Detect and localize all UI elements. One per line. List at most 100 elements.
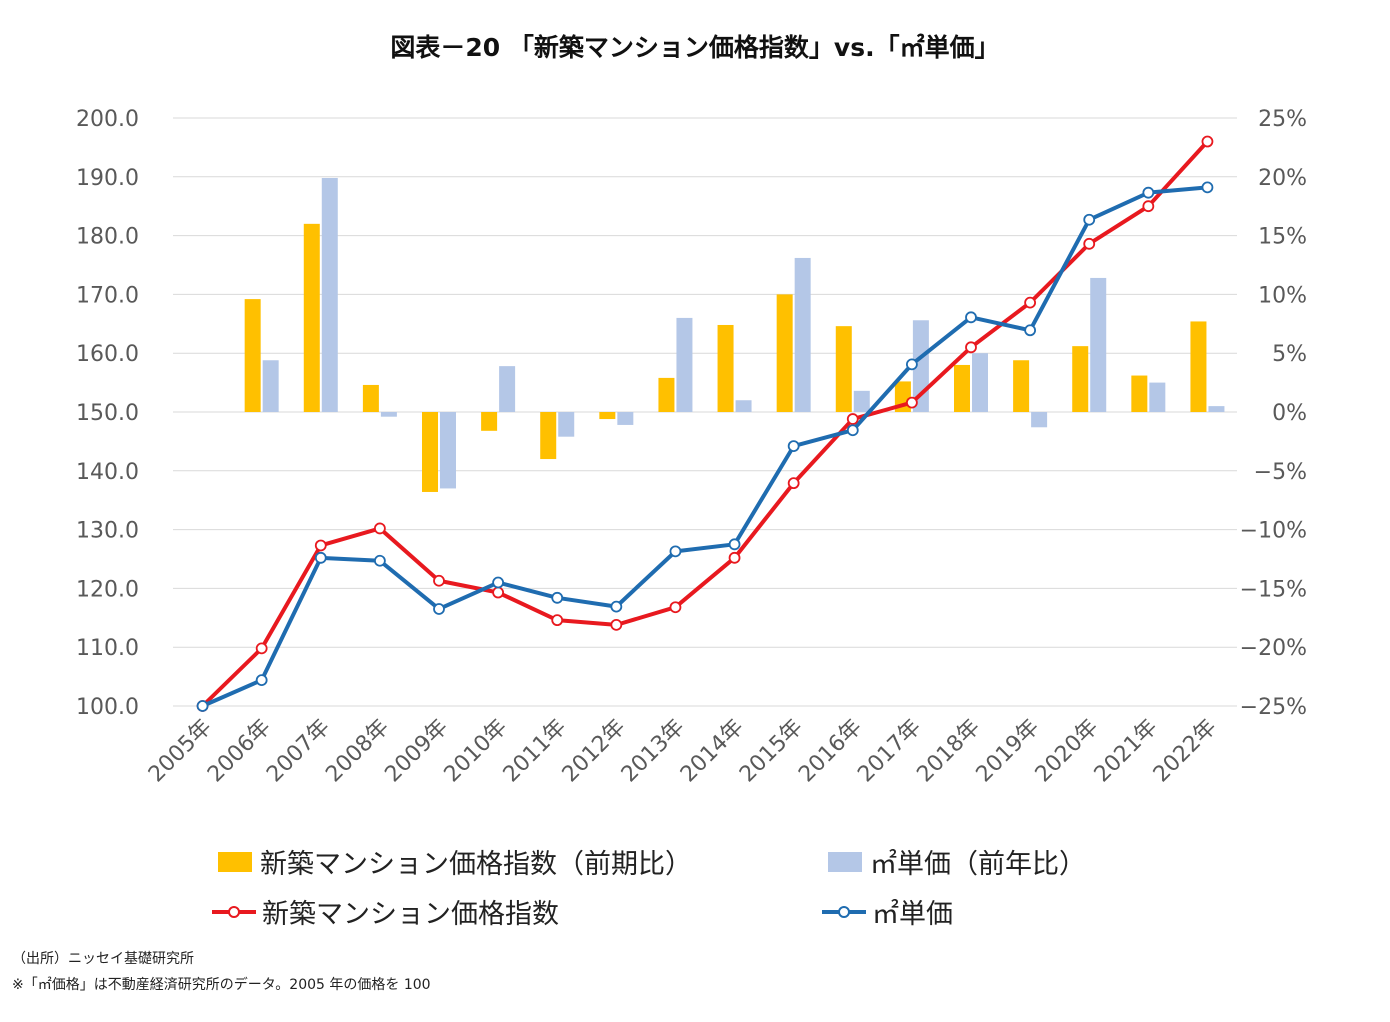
point-unit-price	[1024, 324, 1037, 337]
point-price-index	[905, 396, 918, 409]
point-price-index	[787, 477, 800, 490]
bar-price-index-change	[835, 326, 852, 412]
point-price-index	[551, 614, 564, 627]
legend-item-line2: ㎡単価	[822, 892, 953, 931]
y-left-tick-label: 150.0	[76, 401, 139, 426]
bar-price-index-change	[1072, 346, 1089, 412]
point-unit-price	[610, 600, 623, 613]
bar-unit-price-change	[1090, 277, 1107, 412]
y-right-tick-label: −5%	[1254, 460, 1307, 485]
bar-price-index-change	[540, 412, 557, 460]
point-price-index	[1201, 135, 1214, 148]
x-tick-label: 2012年	[558, 715, 631, 788]
bar-price-index-change	[1190, 321, 1207, 412]
y-right-tick-label: 25%	[1258, 107, 1307, 132]
bar-unit-price-change	[972, 353, 988, 412]
remark-note: ※「㎡価格」は不動産経済研究所のデータ。2005 年の価格を 100	[12, 977, 431, 993]
bar-price-index-change	[658, 377, 675, 412]
bar-price-index-change	[244, 299, 261, 412]
bar-unit-price-change	[262, 360, 279, 412]
y-left-tick-label: 110.0	[76, 636, 139, 661]
bar-price-index-change	[303, 223, 320, 412]
bar-price-index-change	[481, 412, 498, 431]
bar-unit-price-change	[617, 412, 634, 425]
y-left-tick-label: 120.0	[76, 577, 139, 602]
y-right-tick-label: −20%	[1240, 636, 1307, 661]
x-tick-label: 2013年	[617, 715, 690, 788]
bar-price-index-change	[954, 364, 970, 412]
legend-label-bar2: ㎡単価（前年比）	[870, 849, 1086, 880]
line-price-index	[201, 140, 1209, 708]
x-tick-label: 2019年	[972, 715, 1045, 788]
bar-price-index-change	[1131, 375, 1148, 412]
point-unit-price	[846, 424, 859, 437]
bar-unit-price-change	[440, 412, 456, 489]
point-unit-price	[1201, 181, 1214, 194]
y-right-tick-label: −25%	[1240, 695, 1307, 720]
bar-unit-price-change	[1031, 412, 1048, 428]
legend-swatch-bar2	[828, 851, 862, 872]
x-tick-label: 2018年	[912, 715, 985, 788]
x-tick-label: 2009年	[380, 715, 453, 788]
point-unit-price	[373, 554, 386, 567]
bar-unit-price-change	[1149, 382, 1166, 412]
y-right-tick-label: 10%	[1258, 283, 1307, 308]
x-tick-label: 2006年	[203, 715, 276, 788]
point-unit-price	[255, 674, 268, 687]
bar-unit-price-change	[1208, 406, 1225, 412]
legend-swatch-line1	[212, 905, 256, 919]
source-note: （出所）ニッセイ基礎研究所	[12, 951, 194, 967]
x-tick-label: 2014年	[676, 715, 749, 788]
y-left-tick-label: 190.0	[76, 166, 139, 191]
bar-unit-price-change	[676, 317, 693, 412]
legend-label-bar1: 新築マンション価格指数（前期比）	[260, 849, 692, 880]
point-price-index	[669, 601, 682, 614]
x-tick-label: 2017年	[853, 715, 926, 788]
y-left-tick-label: 200.0	[76, 107, 139, 132]
y-left-tick-label: 140.0	[76, 460, 139, 485]
point-price-index	[1142, 200, 1155, 213]
point-unit-price	[905, 358, 918, 371]
y-left-tick-label: 100.0	[76, 695, 139, 720]
bar-unit-price-change	[853, 390, 870, 412]
y-right-tick-label: 20%	[1258, 166, 1307, 191]
y-right-tick-label: −10%	[1240, 519, 1307, 544]
chart-title: 図表－20 「新築マンション価格指数」vs.「㎡単価」	[390, 33, 1000, 62]
x-tick-label: 2020年	[1031, 715, 1104, 788]
bar-unit-price-change	[735, 400, 752, 412]
y-right-tick-label: 5%	[1272, 342, 1307, 367]
bar-price-index-change	[717, 324, 734, 412]
point-price-index	[965, 341, 977, 354]
point-price-index	[1024, 296, 1037, 309]
point-unit-price	[669, 545, 682, 558]
y-right-tick-label: 0%	[1272, 401, 1307, 426]
bar-price-index-change	[362, 384, 379, 412]
y-right-tick-label: −15%	[1240, 577, 1307, 602]
point-unit-price	[433, 603, 445, 615]
point-price-index	[846, 413, 859, 425]
legend-swatch-bar1	[218, 851, 252, 872]
point-unit-price	[551, 591, 564, 604]
point-price-index	[314, 539, 327, 552]
point-price-index	[728, 551, 741, 564]
point-unit-price	[492, 576, 505, 589]
point-price-index	[373, 522, 386, 535]
bar-unit-price-change	[794, 257, 811, 412]
legend-item-line1: 新築マンション価格指数	[212, 892, 559, 931]
y-left-tick-label: 180.0	[76, 225, 139, 250]
legend-label-line1: 新築マンション価格指数	[262, 899, 559, 930]
legend-item-bar1: 新築マンション価格指数（前期比）	[218, 842, 692, 881]
x-tick-label: 2007年	[262, 715, 335, 788]
bar-price-index-change	[422, 412, 438, 492]
y-left-tick-label: 160.0	[76, 342, 139, 367]
point-price-index	[255, 642, 268, 655]
bar-price-index-change	[599, 412, 616, 420]
y-left-tick-label: 170.0	[76, 283, 139, 308]
point-unit-price	[1142, 186, 1155, 199]
y-right-tick-label: 15%	[1258, 225, 1307, 250]
point-price-index	[610, 618, 623, 631]
x-tick-label: 2008年	[321, 715, 394, 788]
bar-unit-price-change	[499, 366, 516, 412]
point-price-index	[433, 574, 445, 587]
